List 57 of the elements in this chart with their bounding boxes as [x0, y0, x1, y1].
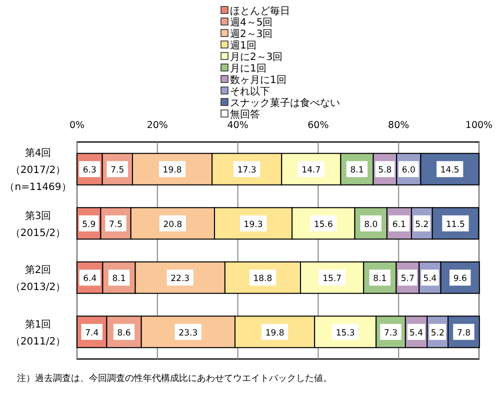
y-tick-label: 第3回（2015/2）	[10, 210, 66, 239]
text: 注）過去調査は、今回調査の性年代構成比にあわせてウエイトバックした値。	[17, 373, 332, 384]
data-label: 5.9	[82, 220, 96, 230]
data-label: 8.1	[112, 274, 126, 284]
data-label: 6.1	[392, 220, 406, 230]
legend-label: 週2～3回	[230, 29, 273, 40]
x-tick-label: 20%	[146, 120, 168, 131]
data-label: 5.2	[430, 328, 444, 338]
x-tick-label: 60%	[308, 120, 329, 131]
data-label: 6.0	[402, 166, 416, 176]
data-label: 5.4	[410, 328, 424, 338]
data-label: 8.1	[350, 166, 364, 176]
data-label: 8.6	[117, 328, 131, 338]
data-label: 7.5	[110, 166, 124, 176]
data-label: 17.3	[237, 166, 256, 176]
data-label: 5.8	[378, 166, 392, 176]
x-tick-label: 40%	[227, 120, 248, 131]
legend-label: 月に2～3回	[230, 52, 283, 63]
data-label: 23.3	[178, 328, 198, 338]
data-label: 7.4	[85, 328, 99, 338]
data-label: 19.8	[162, 166, 182, 176]
legend-label: 月に1回	[230, 64, 266, 74]
data-label: 18.8	[253, 274, 272, 284]
y-tick-label: 第4回（2017/2）（n=11469）	[4, 147, 72, 194]
data-label: 5.2	[415, 220, 429, 230]
data-label: 9.6	[453, 274, 467, 284]
data-label: 11.5	[446, 220, 465, 230]
data-label: 6.3	[82, 166, 96, 176]
data-label: 5.4	[423, 274, 437, 284]
legend-label: 数ヶ月に1回	[230, 75, 286, 86]
data-label: 19.8	[265, 328, 284, 338]
data-label: 7.3	[384, 328, 398, 338]
legend-label: 週4～5回	[230, 18, 273, 28]
data-label: 14.5	[440, 166, 460, 176]
data-label: 8.0	[364, 220, 378, 230]
legend-label: 週1回	[230, 40, 256, 52]
data-label: 15.3	[336, 328, 355, 338]
y-tick-label: 第2回（2013/2）	[10, 264, 66, 294]
legend-label: 無回答	[230, 108, 260, 120]
y-tick-label: 第1回（2011/2）	[10, 318, 66, 348]
data-label: 6.4	[83, 274, 97, 284]
x-tick-label: 0%	[69, 120, 85, 131]
legend-label: それ以下	[230, 86, 270, 98]
x-tick-label: 100%	[465, 120, 493, 131]
legend-label: スナック菓子は食べない	[230, 97, 340, 109]
data-label: 7.5	[109, 220, 123, 230]
data-label: 7.8	[456, 328, 470, 338]
data-label: 20.8	[163, 220, 182, 230]
data-label: 19.3	[244, 220, 263, 230]
data-label: 8.1	[373, 274, 387, 284]
data-label: 15.7	[322, 274, 342, 284]
data-label: 5.7	[400, 274, 414, 284]
legend-label: ほとんど毎日	[230, 5, 290, 17]
data-label: 14.7	[302, 166, 321, 176]
data-label: 22.3	[170, 274, 190, 284]
data-label: 15.6	[314, 220, 333, 230]
x-tick-label: 80%	[388, 120, 410, 131]
